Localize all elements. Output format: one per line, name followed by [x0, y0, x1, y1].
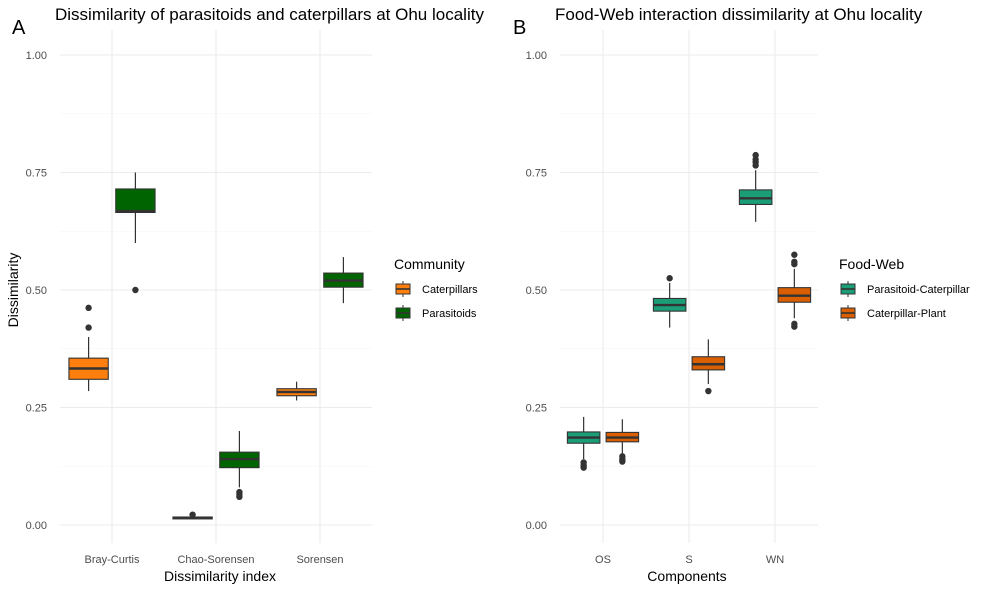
panel-a-title: Dissimilarity of parasitoids and caterpi… [55, 5, 484, 24]
outlier-point [580, 459, 587, 466]
outlier-point [132, 286, 139, 294]
outlier-point [85, 324, 92, 331]
panel-b-boxes [566, 151, 812, 471]
outlier-point [752, 151, 759, 159]
panel-a-y-tick-label: 0.00 [26, 520, 47, 532]
panel-b-y-tick-label: 0.25 [526, 403, 547, 415]
panel-b-box-caterpillar-plant-os [605, 419, 640, 465]
panel-b: B Food-Web interaction dissimilarity at … [513, 5, 970, 584]
panel-a-box-parasitoids-bray-curtis [115, 172, 156, 294]
box-iqr [115, 188, 156, 213]
outlier-point [791, 320, 798, 328]
panel-a-box-caterpillars-chao-sorensen [172, 511, 213, 520]
panel-b-legend-key-caterpillar-plant: Caterpillar-Plant [839, 304, 946, 322]
outlier-point [666, 275, 673, 282]
panel-b-x-tick-label: WN [766, 554, 784, 566]
panel-b-legend: Food-Web Parasitoid-Caterpillar Caterpill… [839, 256, 970, 322]
outlier-point [189, 511, 196, 518]
panel-a-x-tick-label: Bray-Curtis [84, 554, 140, 566]
panel-b-box-parasitoid-caterpillar-os [566, 416, 601, 471]
panel-b-y-tick-label: 1.00 [526, 50, 547, 62]
outlier-point [619, 453, 626, 460]
panel-b-legend-title: Food-Web [839, 256, 904, 272]
panel-b-box-parasitoid-caterpillar-s [652, 275, 687, 328]
panel-a-box-parasitoids-chao-sorensen [219, 431, 260, 500]
panel-a-x-axis-title: Dissimilarity index [164, 568, 276, 584]
panel-a-legend: Community Caterpillars Parasitoids [394, 256, 478, 322]
panel-a-legend-label: Parasitoids [422, 308, 477, 320]
panel-a-y-tick-label: 0.75 [26, 168, 47, 180]
panel-a: A Dissimilarity of parasitoids and cater… [5, 5, 484, 584]
panel-b-grid [560, 30, 818, 543]
outlier-point [791, 258, 798, 265]
panel-b-x-tick-label: S [685, 554, 692, 566]
panel-b-x-axis-title: Components [647, 568, 726, 584]
panel-b-ticks: 0.00 0.25 0.50 0.75 1.00 OS S WN [526, 50, 785, 566]
panel-b-y-tick-label: 0.75 [526, 168, 547, 180]
panel-a-box-parasitoids-sorensen [323, 257, 364, 304]
panel-b-x-tick-label: OS [595, 554, 611, 566]
panel-b-tag: B [513, 17, 526, 39]
panel-a-legend-key-caterpillars: Caterpillars [394, 280, 478, 298]
panel-a-x-tick-label: Sorensen [296, 554, 343, 566]
panel-b-legend-label: Parasitoid-Caterpillar [867, 284, 970, 296]
panel-b-title: Food-Web interaction dissimilarity at Oh… [555, 5, 923, 24]
outlier-point [705, 387, 712, 395]
panel-a-y-tick-label: 0.25 [26, 403, 47, 415]
outlier-point [236, 488, 243, 496]
panel-a-boxes [68, 172, 364, 520]
panel-a-y-tick-label: 1.00 [26, 50, 47, 62]
panel-b-box-caterpillar-plant-wn [777, 251, 812, 330]
panel-a-box-caterpillars-sorensen [276, 381, 317, 401]
panel-b-y-tick-label: 0.50 [526, 285, 547, 297]
panel-a-tag: A [12, 17, 26, 39]
panel-a-x-tick-label: Chao-Sorensen [177, 554, 254, 566]
panel-a-y-tick-label: 0.50 [26, 285, 47, 297]
panel-a-legend-key-parasitoids: Parasitoids [394, 304, 477, 322]
outlier-point [85, 304, 92, 312]
panel-b-box-parasitoid-caterpillar-wn [738, 151, 773, 222]
panel-a-legend-label: Caterpillars [422, 284, 478, 296]
panel-a-box-caterpillars-bray-curtis [68, 304, 109, 392]
outlier-point [791, 251, 798, 258]
panel-a-grid [60, 30, 372, 543]
panel-b-y-tick-label: 0.00 [526, 520, 547, 532]
panel-b-legend-label: Caterpillar-Plant [867, 308, 946, 320]
panel-b-legend-key-parasitoid-caterpillar: Parasitoid-Caterpillar [839, 280, 970, 298]
panel-a-legend-title: Community [394, 256, 465, 272]
panel-b-box-caterpillar-plant-s [691, 339, 726, 395]
panel-a-ticks: 0.00 0.25 0.50 0.75 1.00 Bray-Curtis Chao-Sore… [26, 50, 344, 566]
panel-a-y-axis-title: Dissimilarity [5, 253, 21, 328]
